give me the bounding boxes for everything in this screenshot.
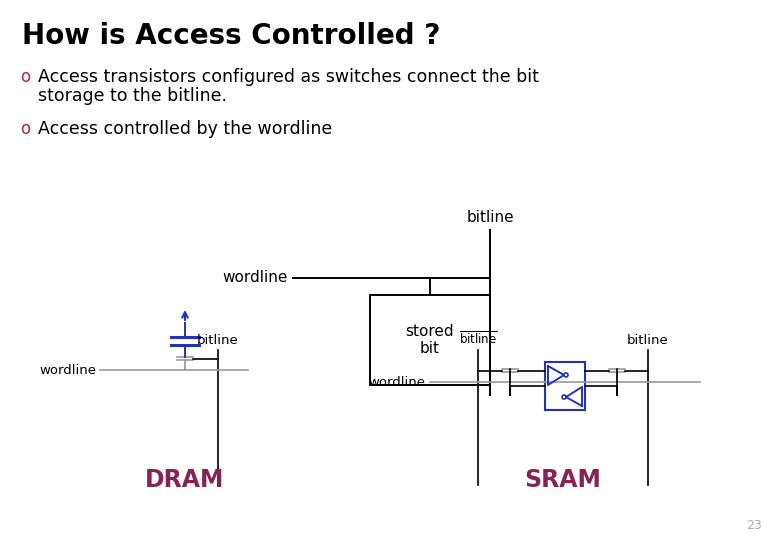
Text: 23: 23	[746, 519, 762, 532]
Text: DRAM: DRAM	[145, 468, 225, 492]
Text: Access controlled by the wordline: Access controlled by the wordline	[38, 120, 332, 138]
Text: Access transistors configured as switches connect the bit: Access transistors configured as switche…	[38, 68, 539, 86]
Bar	[545, 362, 585, 410]
Text: bitline: bitline	[627, 334, 669, 347]
Text: storage to the bitline.: storage to the bitline.	[38, 87, 227, 105]
Text: stored
bit: stored bit	[406, 324, 454, 356]
Text: wordline: wordline	[222, 271, 288, 286]
Text: o: o	[20, 120, 30, 138]
Text: bitline: bitline	[197, 334, 239, 347]
Text: SRAM: SRAM	[525, 468, 601, 492]
Text: wordline: wordline	[368, 375, 425, 388]
Bar	[370, 295, 490, 385]
Text: wordline: wordline	[39, 363, 96, 376]
Text: bitline: bitline	[466, 210, 514, 225]
Text: $\overline{\mathregular{bitline}}$: $\overline{\mathregular{bitline}}$	[459, 330, 498, 347]
Text: o: o	[20, 68, 30, 86]
Text: How is Access Controlled ?: How is Access Controlled ?	[22, 22, 441, 50]
